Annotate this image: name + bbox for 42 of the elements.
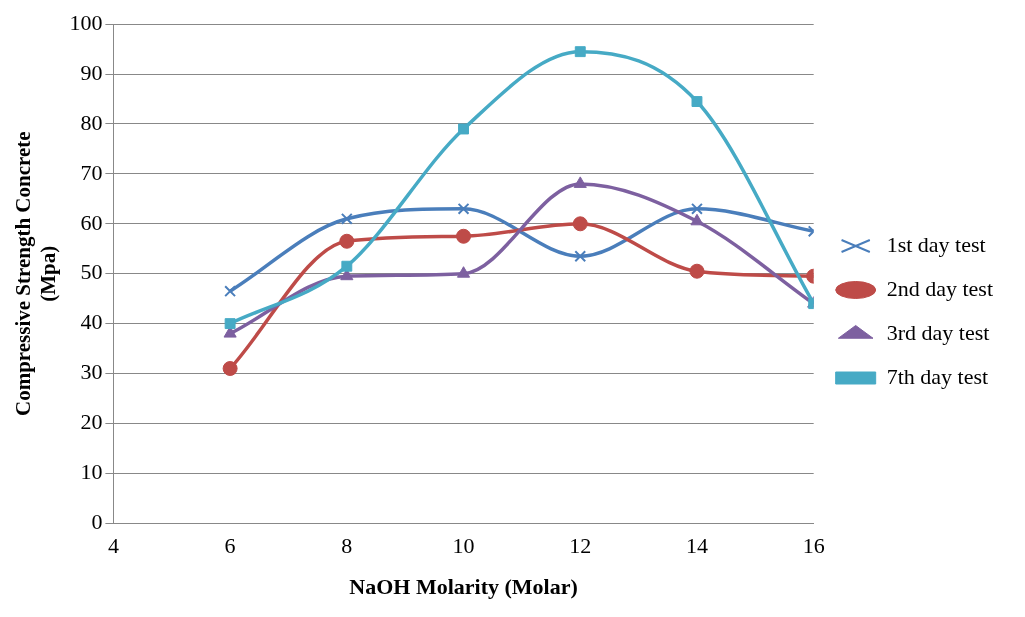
x-tick-label: 4 — [107, 533, 119, 559]
y-tick-label: 30 — [80, 359, 103, 385]
point — [574, 46, 586, 58]
point — [457, 202, 470, 215]
legend-label: 2nd day test — [886, 275, 994, 301]
point — [341, 260, 353, 272]
point — [689, 263, 705, 279]
y-tick-label: 70 — [80, 159, 103, 185]
x-tick-label: 8 — [341, 533, 353, 559]
y-tick-label: 20 — [80, 409, 103, 435]
point — [573, 176, 587, 188]
point — [224, 318, 236, 330]
x-tick-label: 12 — [569, 533, 592, 559]
point — [690, 213, 704, 226]
y-tick-label: 50 — [80, 259, 103, 285]
point — [572, 216, 588, 232]
point — [691, 96, 703, 107]
point — [456, 228, 472, 244]
y-tick-label: 0 — [91, 508, 103, 534]
x-tick-label: 16 — [802, 533, 825, 559]
legend-label: 1st day test — [886, 231, 986, 257]
point — [456, 266, 471, 278]
y-tick-label: 40 — [80, 309, 103, 335]
point — [340, 212, 353, 225]
point — [691, 202, 703, 215]
point — [574, 250, 587, 263]
x-tick-label: 14 — [685, 533, 708, 559]
point — [222, 361, 238, 377]
legend-label: 3rd day test — [886, 319, 990, 345]
point — [339, 233, 355, 249]
x-axis-title: NaOH Molarity (Molar) — [349, 574, 578, 600]
legend-label: 7th day test — [886, 363, 989, 389]
y-axis-title: Compressive Strength Concrete (Mpa) — [11, 131, 61, 417]
y-tick-label: 80 — [80, 109, 103, 135]
y-tick-label: 60 — [80, 209, 103, 235]
y-tick-label: 90 — [80, 59, 103, 85]
point — [224, 285, 237, 298]
point — [458, 123, 469, 135]
y-tick-label: 10 — [80, 459, 103, 485]
y-tick-label: 100 — [69, 9, 103, 35]
x-tick-label: 6 — [224, 533, 236, 559]
x-tick-label: 10 — [452, 533, 475, 559]
